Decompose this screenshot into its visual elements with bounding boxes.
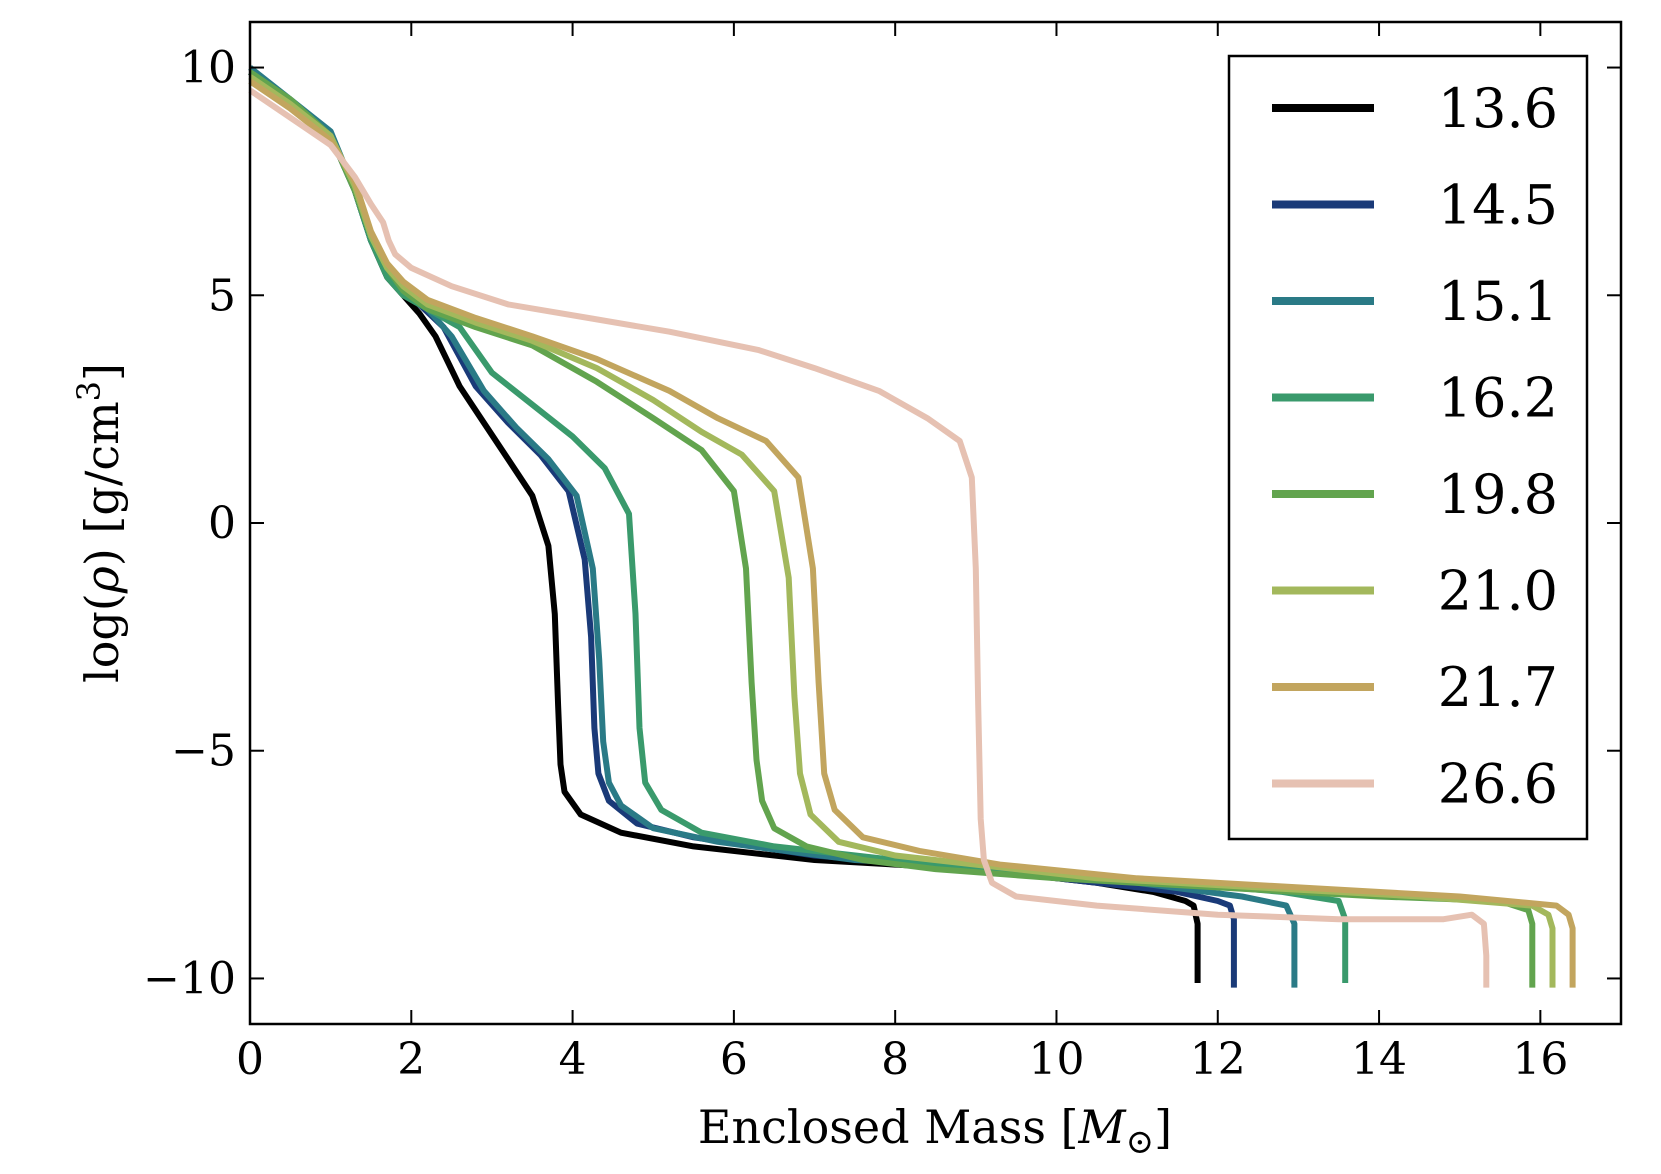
x-tick-label: 4 bbox=[559, 1034, 587, 1085]
legend-label-16-2: 16.2 bbox=[1438, 367, 1558, 430]
y-tick-label: −5 bbox=[171, 726, 236, 777]
legend-label-19-8: 19.8 bbox=[1438, 463, 1558, 526]
series-line-26-6 bbox=[248, 87, 1490, 988]
series-layer bbox=[248, 65, 1576, 988]
tick-layer: 0 2 4 6 8 10 12 14 16 10 5 0 −5 −10 bbox=[143, 22, 1621, 1085]
x-tick-label: 12 bbox=[1190, 1034, 1246, 1085]
y-tick-label: 0 bbox=[208, 498, 236, 549]
legend-label-26-6: 26.6 bbox=[1438, 753, 1558, 816]
y-tick-label: 10 bbox=[180, 43, 236, 94]
x-tick-label: 2 bbox=[397, 1034, 425, 1085]
x-tick-label: 8 bbox=[881, 1034, 909, 1085]
x-tick-label: 10 bbox=[1028, 1034, 1084, 1085]
legend-label-21-0: 21.0 bbox=[1438, 560, 1558, 623]
x-tick-label: 0 bbox=[236, 1034, 264, 1085]
y-tick-label: −10 bbox=[143, 953, 236, 1004]
x-tick-label: 16 bbox=[1512, 1034, 1568, 1085]
x-axis-label: Enclosed Mass [M⊙] bbox=[698, 1100, 1172, 1162]
legend-label-13-6: 13.6 bbox=[1438, 77, 1558, 140]
legend-label-14-5: 14.5 bbox=[1438, 174, 1558, 237]
legend: 13.6 14.5 15.1 16.2 19.8 21.0 21.7 26.6 bbox=[1227, 54, 1589, 841]
legend-label-21-7: 21.7 bbox=[1438, 656, 1558, 719]
x-tick-label: 6 bbox=[720, 1034, 748, 1085]
series-line-21-7 bbox=[248, 78, 1576, 988]
legend-box bbox=[1227, 54, 1589, 841]
legend-items: 13.6 14.5 15.1 16.2 19.8 21.0 21.7 26.6 bbox=[1272, 77, 1558, 816]
x-tick-label: 14 bbox=[1351, 1034, 1407, 1085]
y-tick-label: 5 bbox=[208, 270, 236, 321]
legend-label-15-1: 15.1 bbox=[1438, 270, 1558, 333]
y-axis-label: log(ρ) [g/cm3] bbox=[70, 363, 129, 683]
